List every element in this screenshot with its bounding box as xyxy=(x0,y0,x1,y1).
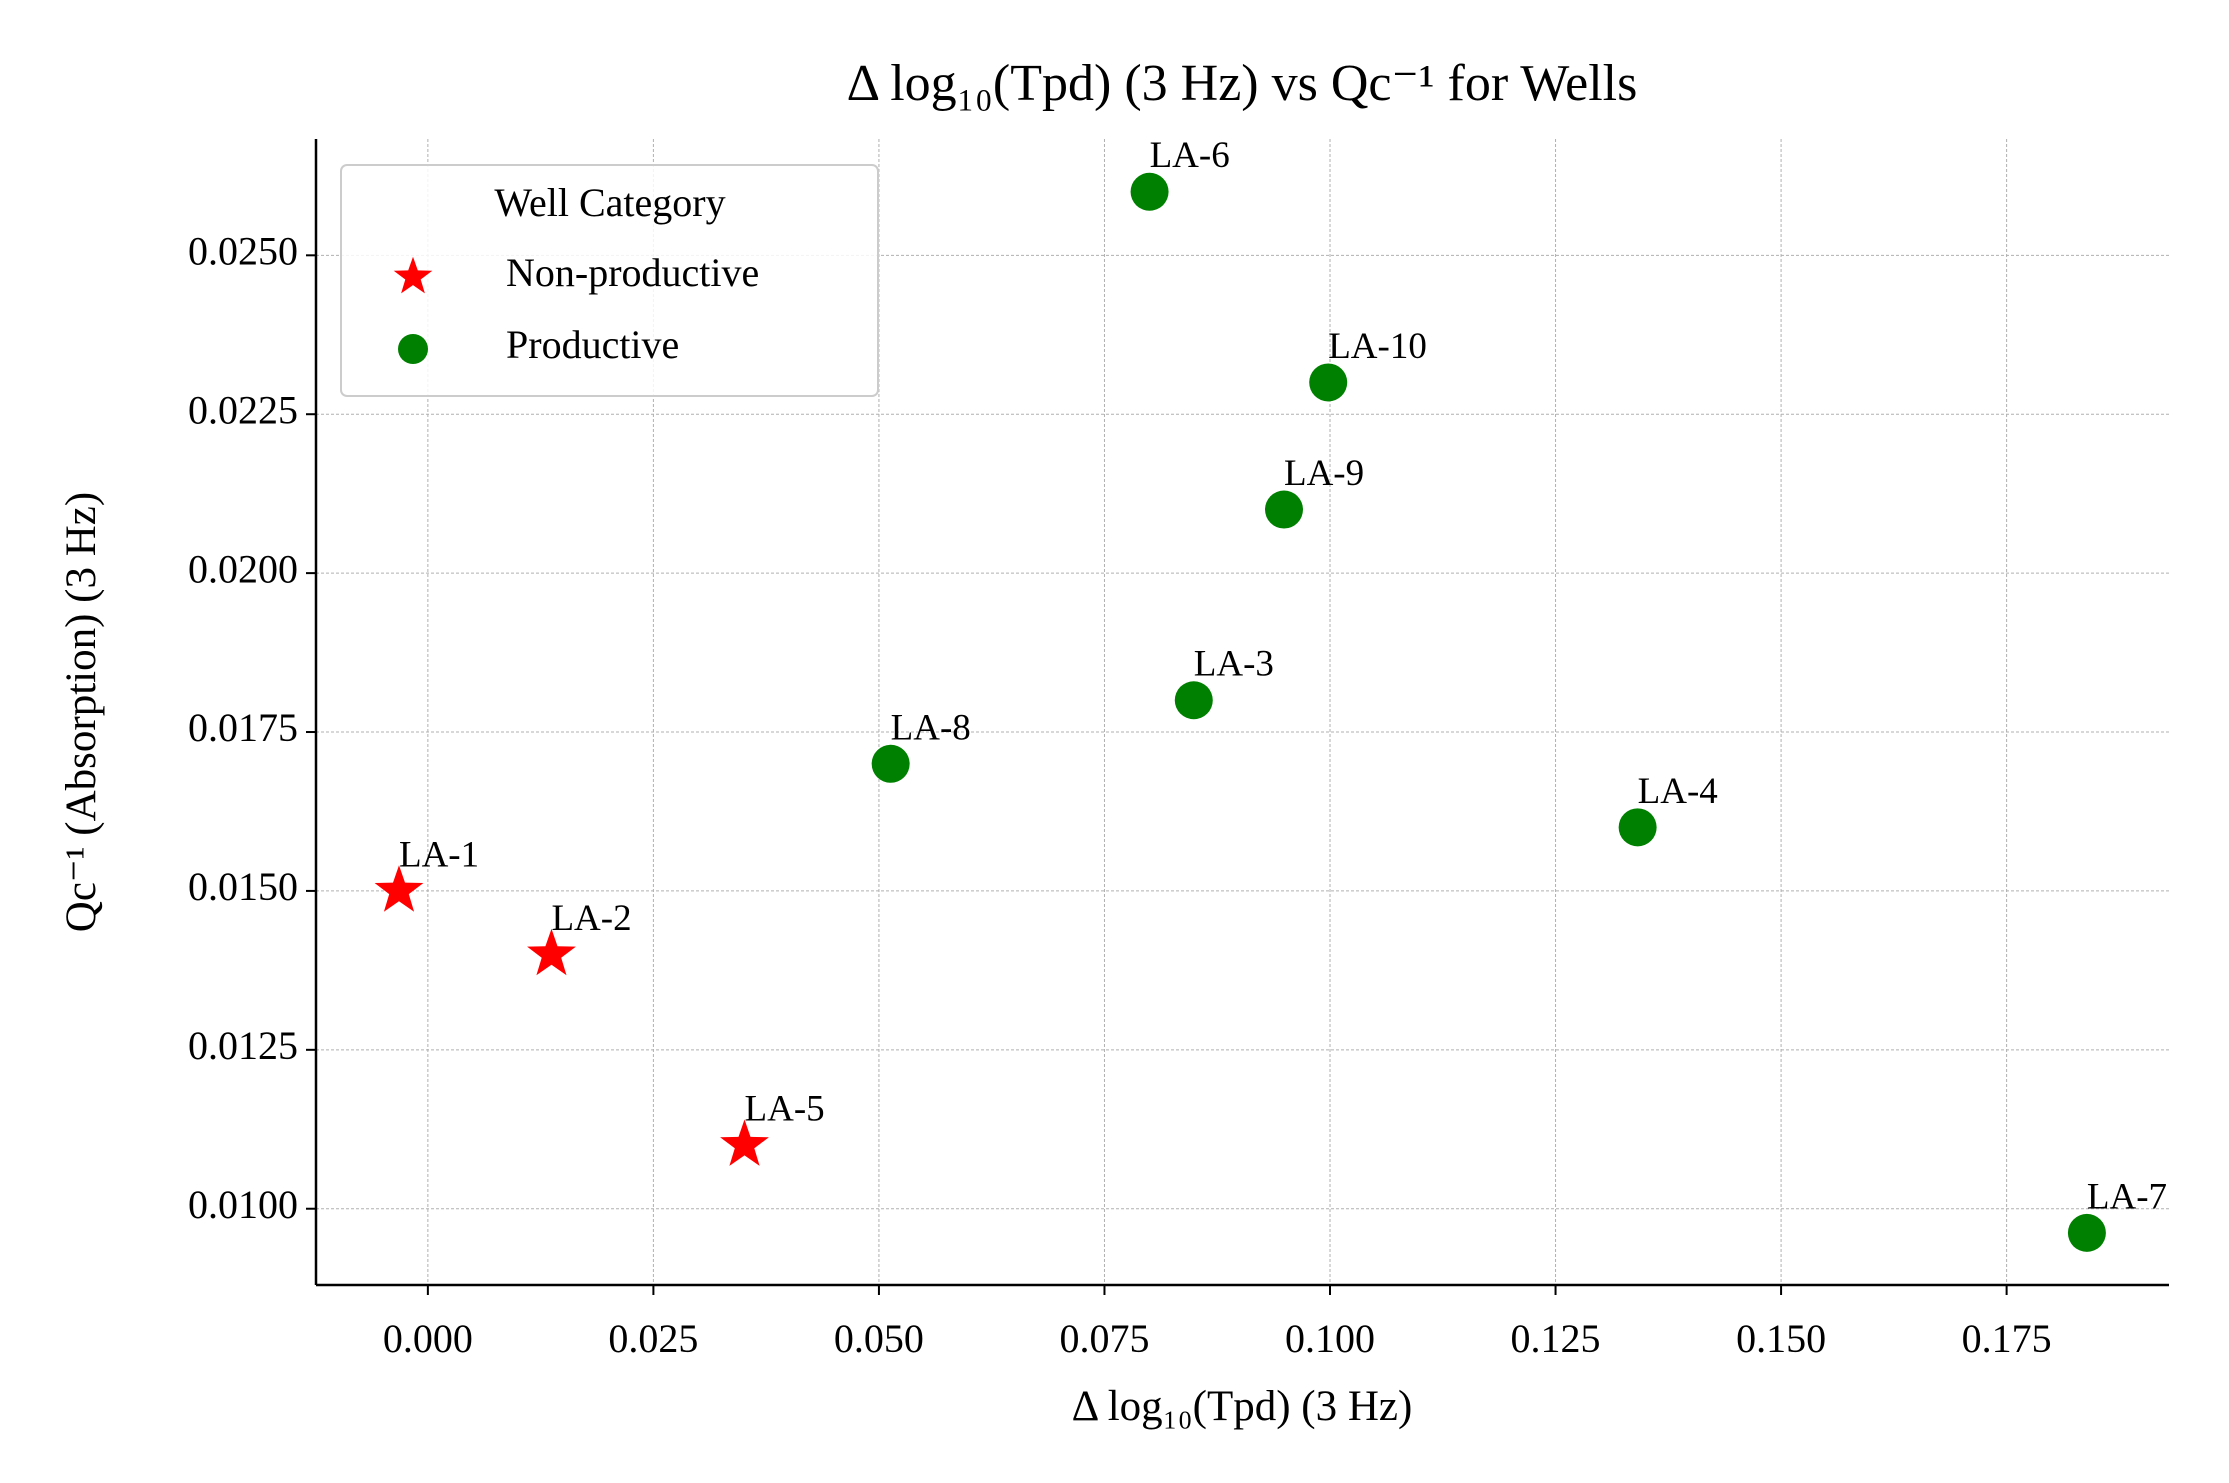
x-tick-label: 0.000 xyxy=(383,1316,473,1361)
legend-box xyxy=(340,164,879,397)
star-marker xyxy=(374,865,424,912)
point-label: LA-9 xyxy=(1284,453,1364,494)
y-tick-label: 0.0175 xyxy=(188,705,298,750)
circle-marker xyxy=(1309,363,1348,402)
x-tick-label: 0.075 xyxy=(1059,1316,1149,1361)
circle-marker xyxy=(1618,808,1657,847)
y-tick-label: 0.0250 xyxy=(188,228,298,273)
legend-title: Well Category xyxy=(494,180,725,225)
y-axis-label: Qc⁻¹ (Absorption) (3 Hz) xyxy=(58,492,105,932)
point-label: LA-4 xyxy=(1638,771,1718,812)
y-tick-label: 0.0225 xyxy=(188,387,298,432)
y-tick-label: 0.0150 xyxy=(188,864,298,909)
point-label: LA-3 xyxy=(1194,644,1274,685)
y-tick-label: 0.0200 xyxy=(188,546,298,591)
point-label: LA-2 xyxy=(551,898,631,939)
point-label: LA-6 xyxy=(1150,135,1230,176)
circle-marker xyxy=(2067,1213,2106,1252)
x-axis-label: Δ log₁₀(Tpd) (3 Hz) xyxy=(1072,1383,1413,1430)
x-tick-label: 0.125 xyxy=(1511,1316,1601,1361)
point-label: LA-8 xyxy=(891,707,971,748)
star-marker xyxy=(527,928,576,976)
circle-marker xyxy=(1264,490,1303,529)
star-marker xyxy=(720,1119,769,1166)
x-tick-label: 0.175 xyxy=(1962,1316,2052,1361)
x-tick-label: 0.025 xyxy=(608,1316,698,1361)
legend-label: Non-productive xyxy=(506,250,759,295)
x-tick-label: 0.100 xyxy=(1285,1316,1375,1361)
y-tick-label: 0.0125 xyxy=(188,1023,298,1068)
chart-title: Δ log₁₀(Tpd) (3 Hz) vs Qc⁻¹ for Wells xyxy=(847,55,1638,112)
star-marker xyxy=(393,256,433,294)
circle-marker xyxy=(1174,681,1213,720)
x-tick-label: 0.050 xyxy=(834,1316,924,1361)
legend-label: Productive xyxy=(506,322,679,367)
point-label: LA-7 xyxy=(2087,1176,2167,1217)
point-label: LA-10 xyxy=(1328,326,1427,367)
point-label: LA-1 xyxy=(399,834,479,875)
y-tick-label: 0.0100 xyxy=(188,1182,298,1227)
circle-marker xyxy=(871,744,910,783)
x-tick-label: 0.150 xyxy=(1736,1316,1826,1361)
circle-marker xyxy=(1130,172,1169,211)
point-label: LA-5 xyxy=(745,1089,825,1130)
circle-marker xyxy=(398,334,428,364)
